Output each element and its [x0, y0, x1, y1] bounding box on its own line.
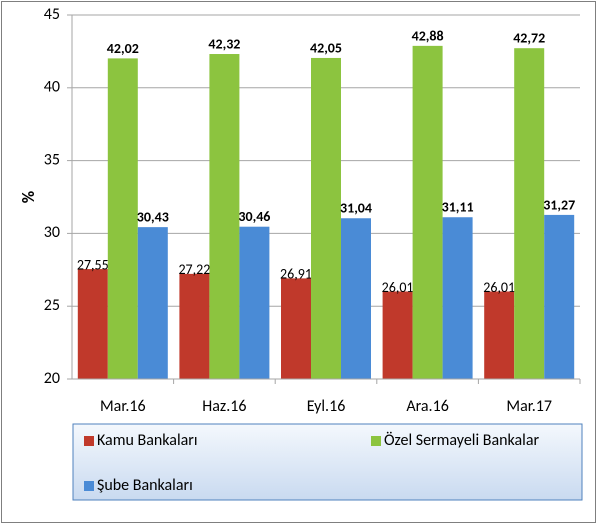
x-tick-label: Mar.17	[506, 397, 552, 416]
value-label: 26,01	[483, 279, 515, 296]
value-label: 31,04	[340, 200, 372, 217]
value-label: 31,11	[442, 199, 474, 216]
legend-swatch	[371, 436, 381, 446]
bar	[209, 54, 240, 379]
legend-swatch	[84, 481, 94, 491]
value-label: 42,02	[107, 40, 139, 57]
value-label: 27,55	[77, 256, 109, 273]
value-label: 42,88	[412, 27, 444, 44]
bar	[107, 58, 138, 380]
y-tick-label: 25	[44, 296, 60, 315]
value-label: 26,01	[382, 279, 414, 296]
y-tick-label: 45	[44, 5, 60, 24]
bar	[341, 218, 371, 379]
value-label: 30,46	[238, 208, 270, 225]
x-tick-label: Haz.16	[202, 397, 246, 416]
bar	[484, 291, 515, 379]
legend-box	[72, 423, 583, 501]
x-tick-label: Mar.16	[100, 397, 146, 416]
value-label: 42,05	[310, 39, 342, 56]
legend-label: Özel Sermayeli Bankalar	[384, 431, 540, 450]
y-tick-label: 40	[44, 78, 60, 97]
value-label: 30,43	[137, 209, 169, 226]
value-label: 26,91	[280, 266, 312, 283]
bar	[239, 226, 270, 379]
value-label: 31,27	[543, 196, 575, 213]
value-label: 42,72	[513, 30, 545, 47]
legend-label: Kamu Bankaları	[97, 431, 198, 450]
y-tick-label: 30	[44, 223, 60, 242]
y-tick-label: 20	[44, 369, 60, 388]
bar	[179, 273, 210, 379]
bar	[412, 45, 443, 380]
bar	[544, 214, 575, 379]
bar	[382, 291, 413, 379]
x-tick-label: Ara.16	[406, 397, 448, 416]
legend-swatch	[84, 436, 94, 446]
x-tick-label: Eyl.16	[307, 397, 346, 416]
bar	[281, 278, 311, 379]
value-label: 42,32	[208, 35, 240, 52]
bar	[77, 269, 108, 379]
bar	[442, 217, 473, 379]
y-axis-label: %	[18, 191, 39, 203]
bar	[137, 227, 168, 379]
y-tick-label: 35	[44, 150, 60, 169]
legend-label: Şube Bankaları	[97, 476, 193, 495]
bar	[311, 57, 341, 380]
bar	[514, 48, 545, 379]
value-label: 27,22	[178, 261, 210, 278]
